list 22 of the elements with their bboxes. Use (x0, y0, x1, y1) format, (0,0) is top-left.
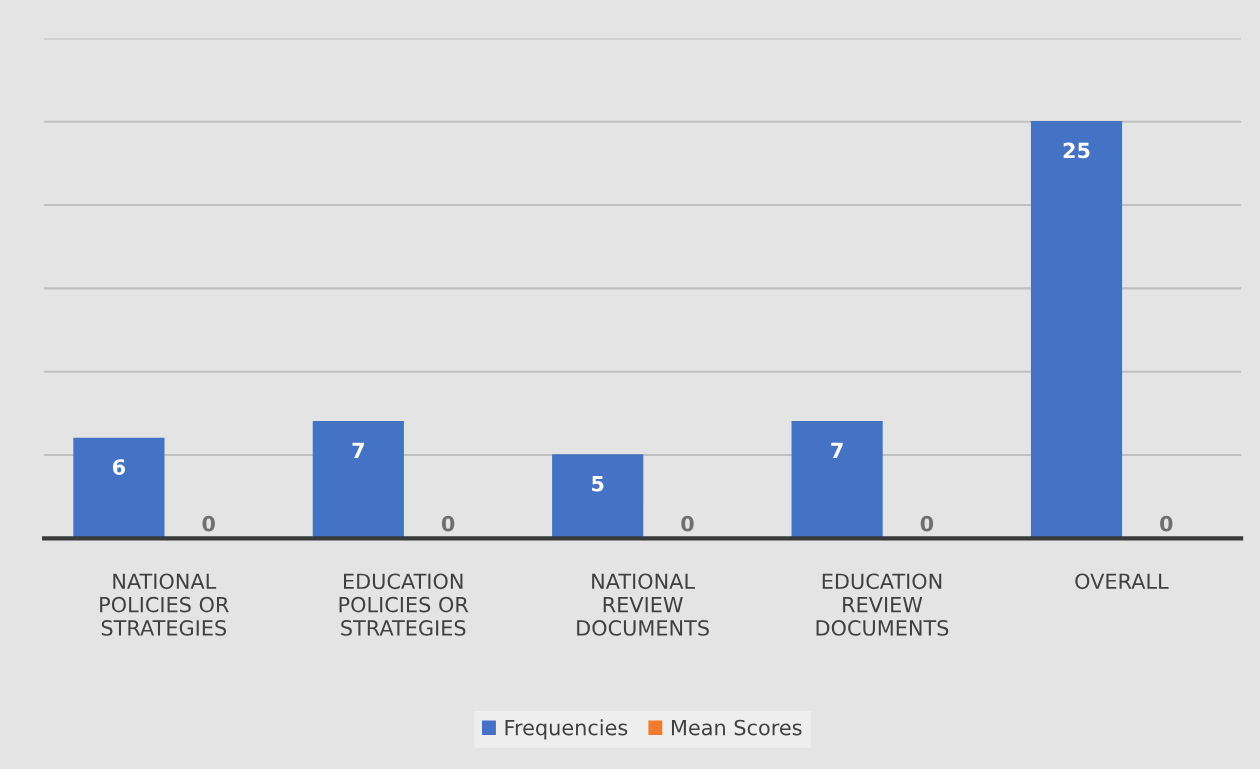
x-tick-label: OVERALL (1075, 573, 1169, 590)
data-label: 0 (1160, 515, 1173, 532)
legend-label: Mean Scores (671, 719, 802, 736)
data-label: 0 (202, 515, 215, 532)
bar (73, 437, 165, 539)
data-label: 5 (592, 476, 604, 492)
bar (552, 454, 644, 539)
data-label: 6 (112, 459, 126, 475)
x-tick-label: EDUCATION REVIEW DOCUMENTS (816, 573, 949, 636)
x-tick-label: NATIONAL POLICIES OR STRATEGIES (100, 573, 229, 636)
bar (312, 420, 404, 539)
data-label: 0 (681, 515, 694, 532)
data-label: 25 (1063, 142, 1090, 159)
legend-label: Frequencies (505, 719, 628, 740)
data-label: 7 (352, 442, 364, 458)
data-label: 7 (831, 442, 843, 458)
x-tick-label: NATIONAL REVIEW DOCUMENTS (577, 573, 709, 636)
data-label: 0 (441, 515, 455, 532)
data-label: 0 (920, 515, 934, 532)
x-tick-label: EDUCATION POLICIES OR STRATEGIES (339, 573, 469, 636)
bar (791, 420, 883, 539)
bar (1030, 121, 1123, 539)
